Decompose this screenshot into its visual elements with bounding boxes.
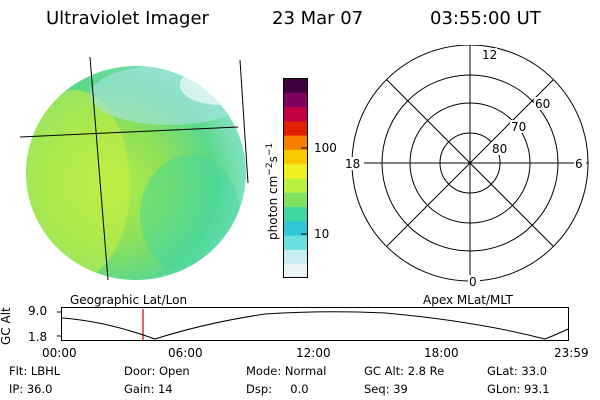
altitude-curve: [61, 311, 569, 340]
glon-info: GLon: 93.1: [487, 382, 550, 396]
date-label: 23 Mar 07: [272, 8, 364, 29]
colorbar-segment: [283, 235, 308, 250]
gc-alt-info: GC Alt: 2.8 Re: [364, 364, 445, 378]
filter-info: Flt: LBHL: [9, 364, 61, 378]
xtick-2359: 23:59: [554, 346, 589, 360]
colorbar-segment: [283, 220, 308, 236]
colorbar-segment: [283, 135, 308, 150]
xtick-1200: 12:00: [296, 346, 331, 360]
colorbar-unit-label: photon cm−2s−1: [265, 142, 280, 240]
lat-60-label: 60: [535, 97, 550, 111]
colorbar-segment: [283, 149, 308, 165]
colorbar-segment: [283, 263, 308, 278]
altitude-frame: [61, 307, 569, 341]
xtick-0000: 00:00: [42, 346, 77, 360]
colorbar-segment: [283, 249, 308, 265]
dsp-info: Dsp: 0.0: [246, 382, 309, 396]
instrument-title: Ultraviolet Imager: [46, 8, 209, 29]
gain-info: Gain: 14: [124, 382, 173, 396]
parallel-line: [20, 126, 239, 138]
mlt-12-label: 12: [482, 48, 497, 62]
seq-info: Seq: 39: [364, 382, 408, 396]
xtick-0600: 06:00: [168, 346, 203, 360]
colorbar-tick-10: 10: [314, 227, 330, 241]
meridian-line: [89, 56, 109, 281]
mlt-0-label: 0: [469, 275, 477, 289]
door-info: Door: Open: [124, 364, 190, 378]
mlt-18-label: 18: [345, 157, 360, 171]
colorbar-segment: [283, 92, 308, 108]
glat-info: GLat: 33.0: [487, 364, 548, 378]
altitude-y-top: 9.0: [28, 304, 48, 318]
time-label: 03:55:00 UT: [430, 8, 541, 29]
colorbar-segment: [283, 206, 308, 222]
xtick-1800: 18:00: [424, 346, 459, 360]
colorbar-segment: [283, 163, 308, 179]
lat-80-label: 80: [492, 142, 507, 156]
mlt-6-label: 6: [575, 157, 583, 171]
apex-label: Apex MLat/MLT: [423, 293, 513, 307]
altitude-plot: [57, 307, 569, 341]
meridian-line-edge: [239, 59, 249, 184]
geographic-label: Geographic Lat/Lon: [70, 293, 188, 307]
colorbar-segment: [283, 120, 308, 136]
colorbar-tick-100: 100: [314, 141, 337, 155]
lat-70-label: 70: [511, 120, 526, 134]
colorbar-segment: [283, 106, 308, 122]
colorbar-segment: [283, 192, 308, 208]
mode-info: Mode: Normal: [246, 364, 327, 378]
polar-plot: 12 18 6 0 60 70 80: [344, 45, 589, 289]
altitude-ylabel: GC Alt: [0, 307, 13, 345]
colorbar-segment: [283, 78, 308, 93]
altitude-y-bottom: 1.8: [28, 330, 48, 344]
ip-info: IP: 36.0: [9, 382, 53, 396]
colorbar-segment: [283, 178, 308, 193]
colorbar: [283, 78, 308, 278]
auroral-image: [20, 56, 249, 281]
